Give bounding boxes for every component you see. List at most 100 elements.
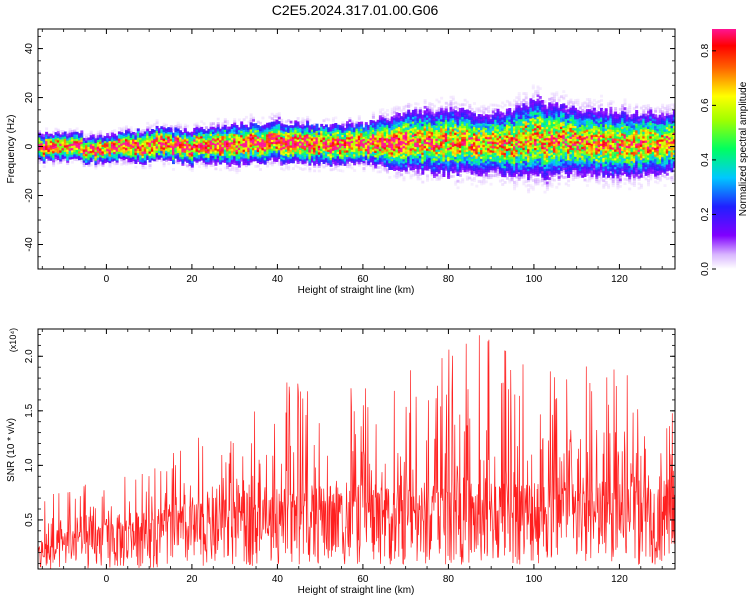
heatmap-cell (339, 153, 342, 157)
heatmap-cell (430, 169, 434, 172)
heatmap-cell (369, 159, 373, 163)
heatmap-cell (47, 157, 51, 161)
heatmap-cell (428, 155, 432, 158)
heatmap-cell (310, 131, 314, 134)
heatmap-cell (68, 145, 72, 149)
heatmap-cell (324, 155, 328, 159)
heatmap-cell (473, 168, 476, 171)
heatmap-cell (301, 137, 305, 141)
heatmap-cell (155, 159, 159, 162)
heatmap-cell (125, 145, 128, 148)
heatmap-cell (529, 177, 533, 181)
heatmap-cell (538, 131, 542, 134)
heatmap-cell (491, 108, 495, 111)
heatmap-cell (531, 132, 535, 136)
heatmap-cell (529, 184, 533, 187)
heatmap-cell (435, 147, 439, 150)
heatmap-cell (287, 132, 291, 136)
heatmap-cell (402, 130, 406, 133)
heatmap-cell (414, 111, 418, 114)
heatmap-cell (96, 163, 100, 167)
heatmap-cell (548, 183, 552, 187)
heatmap-cell (513, 128, 516, 131)
heatmap-cell (244, 164, 248, 168)
heatmap-cell (202, 137, 206, 141)
heatmap-cell (61, 143, 65, 146)
heatmap-cell (66, 149, 70, 152)
heatmap-cell (209, 133, 213, 137)
heatmap-cell (451, 163, 455, 167)
heatmap-cell (381, 117, 385, 120)
heatmap-cell (125, 134, 128, 137)
heatmap-cell (313, 123, 317, 126)
heatmap-cell (197, 134, 201, 138)
heatmap-cell (470, 130, 474, 133)
heatmap-cell (503, 114, 507, 118)
heatmap-cell (529, 118, 533, 121)
heatmap-cell (343, 152, 347, 155)
heatmap-cell (343, 149, 347, 153)
heatmap-cell (407, 105, 411, 108)
heatmap-cell (475, 169, 479, 173)
heatmap-cell (552, 105, 556, 109)
heatmap-cell (117, 127, 121, 130)
heatmap-cell (437, 127, 441, 130)
heatmap-cell (386, 159, 389, 163)
heatmap-cell (390, 167, 394, 170)
heatmap-cell (426, 108, 429, 112)
heatmap-cell (186, 138, 190, 141)
heatmap-cell (491, 152, 495, 155)
heatmap-cell (153, 123, 157, 126)
heatmap-cell (397, 161, 401, 165)
heatmap-cell (174, 133, 178, 137)
heatmap-cell (498, 148, 502, 152)
heatmap-cell (529, 98, 533, 102)
heatmap-cell (244, 160, 248, 163)
heatmap-cell (127, 157, 131, 161)
heatmap-cell (534, 160, 538, 164)
heatmap-cell (390, 109, 394, 113)
heatmap-cell (397, 132, 401, 136)
heatmap-cell (449, 137, 453, 141)
heatmap-cell (430, 131, 434, 135)
heatmap-cell (346, 125, 349, 129)
heatmap-cell (157, 137, 161, 140)
heatmap-cell (284, 162, 288, 165)
heatmap-cell (45, 134, 49, 137)
heatmap-cell (456, 122, 460, 126)
heatmap-cell (99, 154, 103, 158)
heatmap-cell (287, 141, 291, 144)
heatmap-cell (484, 149, 488, 153)
heatmap-cell (468, 148, 472, 151)
heatmap-cell (440, 105, 444, 109)
heatmap-cell (96, 154, 100, 158)
heatmap-cell (447, 158, 451, 162)
heatmap-cell (357, 121, 361, 125)
heatmap-cell (301, 132, 305, 136)
heatmap-cell (454, 132, 458, 135)
heatmap-cell (240, 158, 244, 162)
heatmap-cell (334, 140, 338, 144)
heatmap-cell (202, 129, 206, 132)
heatmap-cell (117, 153, 121, 157)
heatmap-cell (435, 153, 439, 157)
heatmap-cell (301, 119, 305, 123)
heatmap-cell (440, 134, 444, 137)
heatmap-cell (541, 174, 545, 178)
heatmap-cell (433, 157, 436, 161)
heatmap-cell (294, 133, 298, 137)
heatmap-cell (350, 153, 354, 157)
heatmap-cell (146, 121, 150, 125)
heatmap-cell (484, 171, 488, 175)
heatmap-cell (428, 133, 432, 136)
heatmap-cell (437, 111, 441, 115)
heatmap-cell (381, 125, 385, 129)
heatmap-cell (284, 157, 288, 161)
heatmap-cell (252, 147, 255, 151)
heatmap-cell (341, 130, 345, 133)
heatmap-cell (447, 160, 451, 164)
heatmap-cell (411, 143, 415, 146)
heatmap-cell (494, 141, 498, 145)
heatmap-cell (531, 113, 535, 116)
heatmap-cell (89, 146, 93, 149)
